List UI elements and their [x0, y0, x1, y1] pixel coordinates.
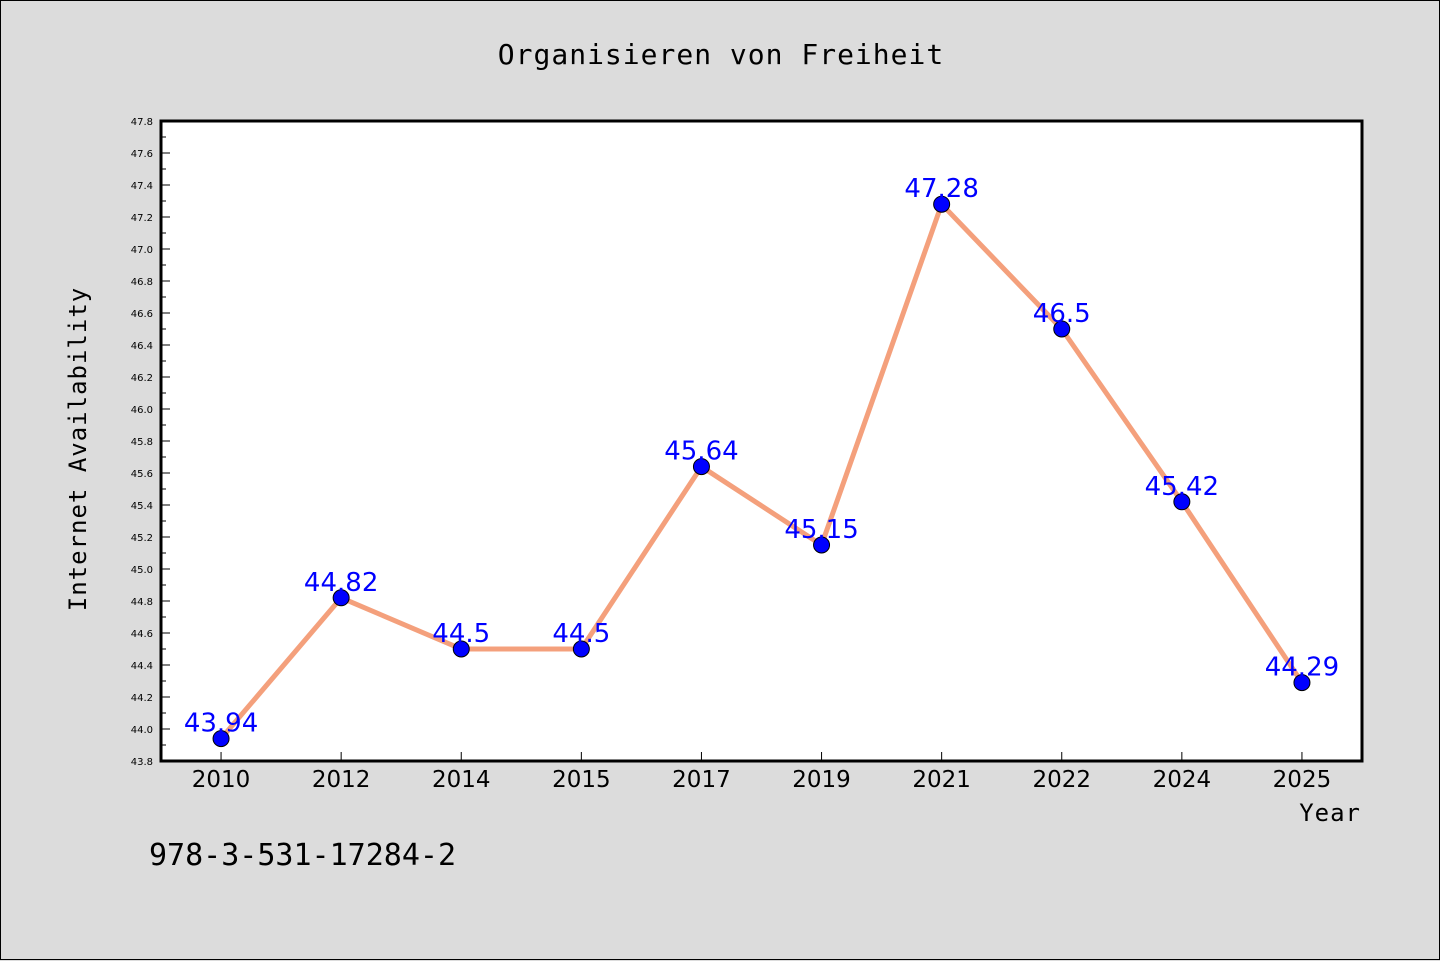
footnote-isbn: 978-3-531-17284-2 [149, 838, 456, 873]
series-line [219, 201, 1305, 741]
x-tick-label: 2014 [432, 767, 491, 793]
y-tick-label: 47.0 [131, 245, 153, 256]
y-tick-label: 47.4 [131, 181, 153, 192]
y-tick-label: 46.2 [131, 373, 153, 384]
y-tick-label: 45.6 [131, 469, 153, 480]
data-point [692, 458, 710, 476]
data-label: 45.42 [1145, 472, 1219, 502]
y-axis-label: Internet Availability [64, 287, 92, 611]
data-label: 44.82 [304, 568, 378, 598]
y-tick-label: 44.0 [131, 725, 153, 736]
y-tick-label: 44.2 [131, 693, 153, 704]
y-tick-label: 45.8 [131, 437, 153, 448]
chart-title: Organisieren von Freiheit [498, 38, 944, 71]
y-axis: 43.8 44.0 44.2 44.4 44.6 44.8 45.0 45.2 45.4 45.6… [131, 117, 170, 768]
series-line-group [212, 195, 1311, 748]
y-tick-label: 45.4 [131, 501, 153, 512]
x-tick-label: 2015 [552, 767, 611, 793]
y-tick-label: 44.8 [131, 597, 153, 608]
data-label: 43.94 [184, 709, 258, 739]
x-tick-label: 2019 [792, 767, 851, 793]
y-tick-label: 45.2 [131, 533, 153, 544]
x-tick-label: 2012 [312, 767, 371, 793]
data-label: 44.5 [432, 619, 490, 649]
data-point [212, 730, 230, 748]
data-point [452, 640, 470, 658]
data-point [572, 640, 590, 658]
y-tick-label: 47.8 [131, 117, 153, 128]
data-point [1293, 674, 1311, 692]
y-tick-label: 47.2 [131, 213, 153, 224]
data-point [332, 589, 350, 607]
x-tick-label: 2025 [1273, 767, 1332, 793]
y-tick-label: 43.8 [131, 757, 153, 768]
data-point [1173, 493, 1191, 511]
x-tick-label: 2022 [1032, 767, 1091, 793]
x-tick-label: 2021 [912, 767, 971, 793]
x-axis-label: Year [1299, 799, 1361, 827]
y-tick-label: 45.0 [131, 565, 153, 576]
y-tick-label: 46.4 [131, 341, 153, 352]
x-tick-label: 2017 [672, 767, 731, 793]
x-tick-label: 2024 [1153, 767, 1212, 793]
x-axis: 2010 2012 2014 2015 2017 2019 2021 2022 2024 2025 [192, 752, 1331, 793]
data-label: 46.5 [1033, 299, 1091, 329]
data-label: 44.5 [552, 619, 610, 649]
data-label: 47.28 [904, 174, 978, 204]
data-point [1053, 320, 1071, 338]
data-label: 45.64 [664, 437, 738, 467]
y-tick-label: 46.8 [131, 277, 153, 288]
y-tick-label: 44.6 [131, 629, 153, 640]
y-tick-label: 44.4 [131, 661, 153, 672]
data-point [933, 195, 951, 213]
x-tick-label: 2010 [192, 767, 251, 793]
y-tick-label: 47.6 [131, 149, 153, 160]
data-label: 44.29 [1265, 653, 1339, 683]
data-label: 45.15 [784, 515, 858, 545]
data-point [813, 536, 831, 554]
plot-area [159, 119, 1364, 763]
y-tick-label: 46.6 [131, 309, 153, 320]
data-labels: 43.94 44.82 44.5 44.5 45.64 45.15 47.28 46.5 45.… [184, 174, 1339, 738]
y-tick-label: 46.0 [131, 405, 153, 416]
